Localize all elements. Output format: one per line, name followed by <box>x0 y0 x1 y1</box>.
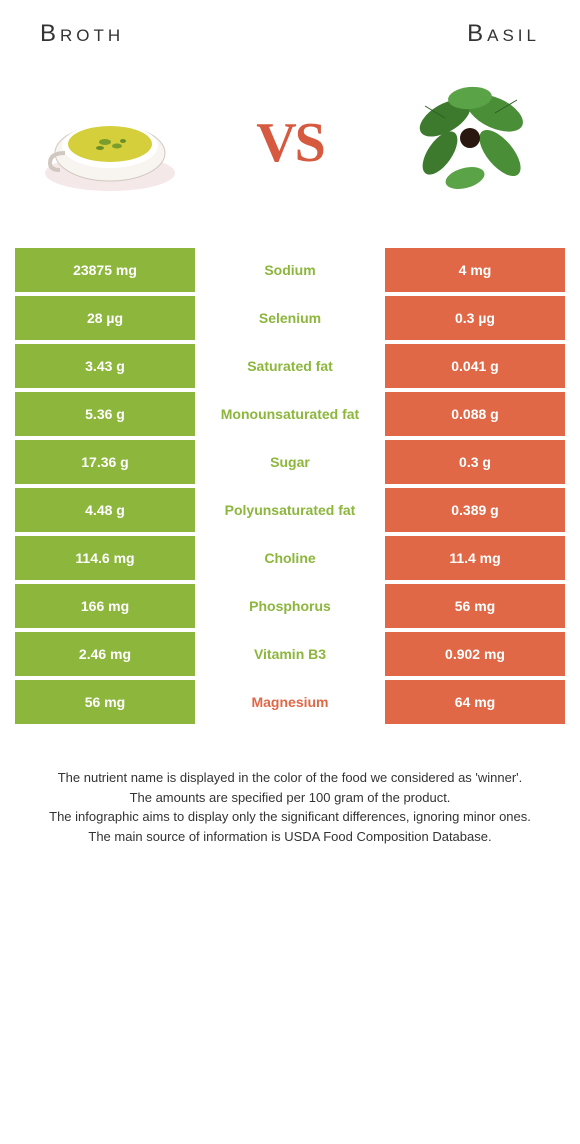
basil-image <box>390 73 550 213</box>
right-value: 4 mg <box>385 248 565 292</box>
broth-image <box>30 73 190 213</box>
table-row: 2.46 mgVitamin B30.902 mg <box>15 632 565 676</box>
left-value: 2.46 mg <box>15 632 195 676</box>
right-value: 0.088 g <box>385 392 565 436</box>
left-value: 4.48 g <box>15 488 195 532</box>
nutrient-label: Vitamin B3 <box>195 632 385 676</box>
left-value: 28 µg <box>15 296 195 340</box>
nutrient-label: Phosphorus <box>195 584 385 628</box>
right-value: 11.4 mg <box>385 536 565 580</box>
right-value: 0.3 µg <box>385 296 565 340</box>
nutrient-label: Monounsaturated fat <box>195 392 385 436</box>
table-row: 4.48 gPolyunsaturated fat0.389 g <box>15 488 565 532</box>
left-value: 23875 mg <box>15 248 195 292</box>
nutrient-label: Magnesium <box>195 680 385 724</box>
footer-notes: The nutrient name is displayed in the co… <box>0 728 580 876</box>
right-value: 56 mg <box>385 584 565 628</box>
table-row: 5.36 gMonounsaturated fat0.088 g <box>15 392 565 436</box>
left-value: 5.36 g <box>15 392 195 436</box>
left-value: 114.6 mg <box>15 536 195 580</box>
nutrient-label: Selenium <box>195 296 385 340</box>
table-row: 17.36 gSugar0.3 g <box>15 440 565 484</box>
table-row: 28 µgSelenium0.3 µg <box>15 296 565 340</box>
table-row: 56 mgMagnesium64 mg <box>15 680 565 724</box>
footer-line: The nutrient name is displayed in the co… <box>30 768 550 788</box>
table-row: 114.6 mgCholine11.4 mg <box>15 536 565 580</box>
right-food-title: Basil <box>467 20 540 48</box>
nutrient-label: Choline <box>195 536 385 580</box>
header: Broth Basil <box>0 0 580 58</box>
comparison-table: 23875 mgSodium4 mg28 µgSelenium0.3 µg3.4… <box>0 248 580 724</box>
right-value: 0.3 g <box>385 440 565 484</box>
vs-label: VS <box>256 111 324 175</box>
footer-line: The main source of information is USDA F… <box>30 827 550 847</box>
right-value: 64 mg <box>385 680 565 724</box>
right-value: 0.902 mg <box>385 632 565 676</box>
nutrient-label: Polyunsaturated fat <box>195 488 385 532</box>
vs-row: VS <box>0 58 580 248</box>
right-value: 0.389 g <box>385 488 565 532</box>
left-value: 17.36 g <box>15 440 195 484</box>
nutrient-label: Sugar <box>195 440 385 484</box>
nutrient-label: Saturated fat <box>195 344 385 388</box>
table-row: 23875 mgSodium4 mg <box>15 248 565 292</box>
table-row: 3.43 gSaturated fat0.041 g <box>15 344 565 388</box>
right-value: 0.041 g <box>385 344 565 388</box>
table-row: 166 mgPhosphorus56 mg <box>15 584 565 628</box>
left-value: 56 mg <box>15 680 195 724</box>
left-food-title: Broth <box>40 20 124 48</box>
nutrient-label: Sodium <box>195 248 385 292</box>
footer-line: The amounts are specified per 100 gram o… <box>30 788 550 808</box>
footer-line: The infographic aims to display only the… <box>30 807 550 827</box>
left-value: 166 mg <box>15 584 195 628</box>
left-value: 3.43 g <box>15 344 195 388</box>
